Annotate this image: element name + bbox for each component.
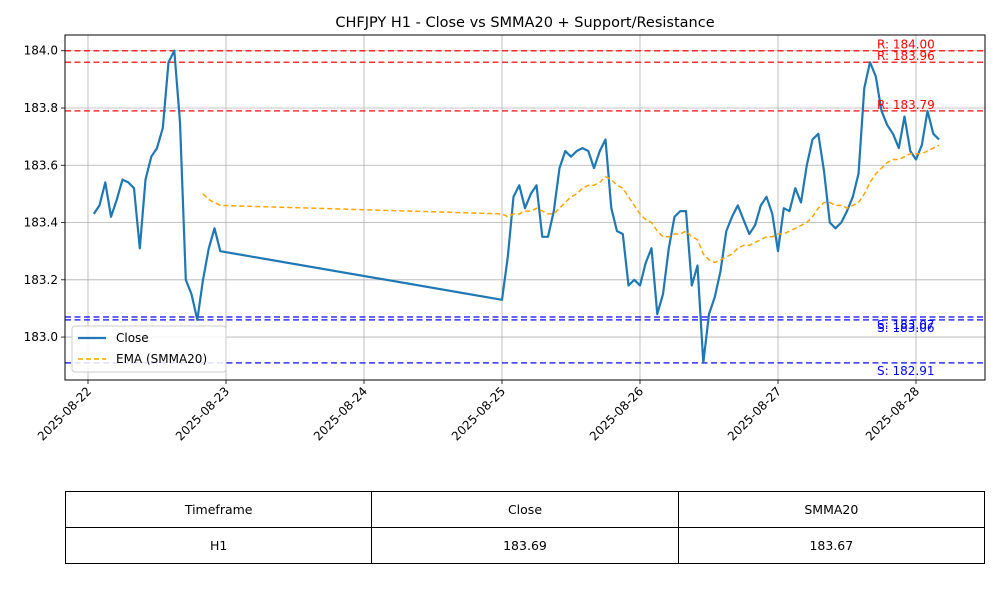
support-label: S: 182.91 xyxy=(877,364,934,378)
support-label: S: 183.06 xyxy=(877,321,934,335)
support-label: S: 183.07 xyxy=(877,318,934,332)
y-tick-label: 183.8 xyxy=(24,101,58,115)
chart-title: CHFJPY H1 - Close vs SMMA20 + Support/Re… xyxy=(335,15,714,31)
cell-smma20: 183.67 xyxy=(677,527,986,564)
y-tick-label: 183.0 xyxy=(24,330,58,344)
cell-close: 183.69 xyxy=(371,527,679,564)
close-series-line xyxy=(92,49,940,364)
resistance-label: R: 183.96 xyxy=(877,49,935,63)
header-timeframe: Timeframe xyxy=(64,491,373,528)
summary-table: Timeframe Close SMMA20 H1 183.69 183.67 xyxy=(64,491,986,564)
legend-label-close: Close xyxy=(116,331,149,345)
legend-label-ema: EMA (SMMA20) xyxy=(116,352,207,366)
level-labels: R: 184.00R: 183.96R: 183.79S: 183.07S: 1… xyxy=(877,38,935,378)
smma20-series-line xyxy=(202,144,940,264)
y-tick-label: 183.6 xyxy=(24,158,58,172)
summary-data-row: H1 183.69 183.67 xyxy=(64,527,986,564)
y-tick-label: 183.2 xyxy=(24,273,58,287)
summary-header-row: Timeframe Close SMMA20 xyxy=(64,491,986,528)
legend: Close EMA (SMMA20) xyxy=(71,325,227,373)
header-smma20: SMMA20 xyxy=(677,491,986,528)
legend-box xyxy=(71,325,227,373)
resistance-label: R: 184.00 xyxy=(877,38,935,52)
series-lines xyxy=(92,49,940,364)
plot-frame xyxy=(64,34,986,381)
header-close: Close xyxy=(371,491,679,528)
y-tick-label: 184.0 xyxy=(24,44,58,58)
chart: CHFJPY H1 - Close vs SMMA20 + Support/Re… xyxy=(23,15,986,444)
cell-timeframe: H1 xyxy=(64,527,373,564)
resistance-label: R: 183.79 xyxy=(877,98,935,112)
y-tick-label: 183.4 xyxy=(24,216,58,230)
